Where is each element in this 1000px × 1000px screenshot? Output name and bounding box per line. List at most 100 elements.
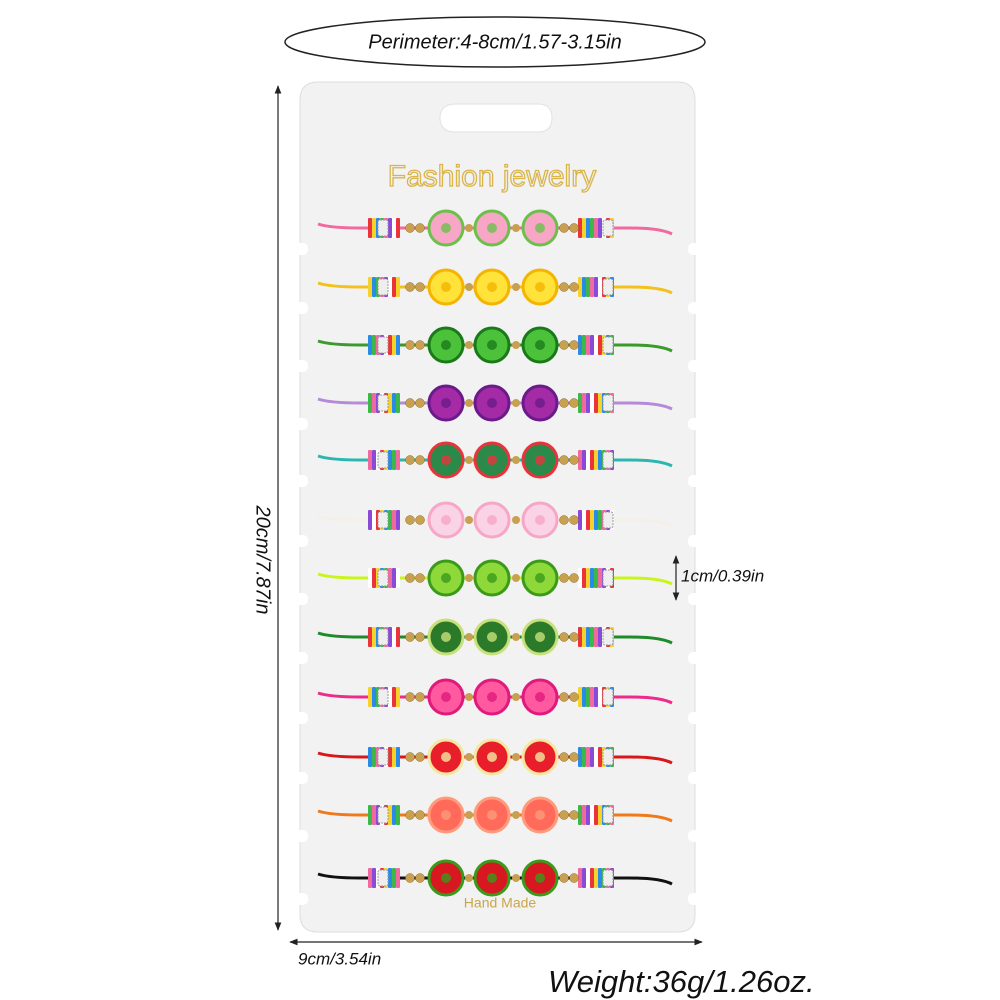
gold-bead — [559, 692, 569, 702]
footer-text: Hand Made — [464, 895, 537, 911]
gold-bead — [512, 574, 520, 582]
card-notch — [688, 593, 704, 605]
fruit-detail — [535, 573, 545, 583]
clay-bead — [392, 627, 396, 647]
card-notch — [688, 535, 704, 547]
clay-bead — [396, 747, 400, 767]
fruit-detail — [535, 752, 545, 762]
fruit-detail — [487, 573, 497, 583]
card-notch — [688, 475, 704, 487]
clay-bead — [578, 568, 582, 588]
card-notch — [292, 652, 308, 664]
brand: Fashion jewelry — [388, 160, 596, 193]
clay-bead — [582, 687, 586, 707]
card-notch — [292, 772, 308, 784]
rhinestone-ring — [377, 748, 389, 766]
rhinestone-ring — [602, 219, 614, 237]
clay-bead — [598, 627, 602, 647]
gold-bead — [415, 692, 425, 702]
width-label: 9cm/3.54in — [298, 949, 381, 968]
clay-bead — [578, 510, 582, 530]
gold-bead — [405, 692, 415, 702]
clay-bead — [368, 568, 372, 588]
clay-bead — [590, 805, 594, 825]
clay-bead — [578, 747, 582, 767]
fruit-detail — [535, 455, 545, 465]
clay-bead — [590, 393, 594, 413]
fruit-detail — [441, 632, 451, 642]
gold-bead — [465, 456, 473, 464]
rhinestone-ring — [602, 869, 614, 887]
gold-bead — [512, 874, 520, 882]
hang-hole — [439, 103, 553, 133]
clay-bead — [372, 218, 376, 238]
rhinestone-ring — [602, 628, 614, 646]
gold-bead — [405, 810, 415, 820]
clay-bead — [392, 868, 396, 888]
clay-bead — [388, 805, 392, 825]
gold-bead — [415, 810, 425, 820]
clay-bead — [590, 627, 594, 647]
gold-bead — [559, 515, 569, 525]
clay-bead — [582, 218, 586, 238]
clay-bead — [598, 450, 602, 470]
gold-bead — [465, 341, 473, 349]
gold-bead — [465, 224, 473, 232]
gold-bead — [415, 340, 425, 350]
clay-bead — [582, 277, 586, 297]
fruit-detail — [441, 223, 451, 233]
clay-bead — [590, 450, 594, 470]
card-notch — [292, 893, 308, 905]
gold-bead — [559, 340, 569, 350]
gold-bead — [465, 874, 473, 882]
gold-bead — [405, 873, 415, 883]
gold-bead — [415, 398, 425, 408]
card-notch — [292, 360, 308, 372]
gold-bead — [512, 224, 520, 232]
clay-bead — [392, 687, 396, 707]
clay-bead — [594, 805, 598, 825]
card-notch — [292, 593, 308, 605]
clay-bead — [372, 335, 376, 355]
clay-bead — [582, 450, 586, 470]
rhinestone-ring — [377, 511, 389, 529]
clay-bead — [396, 277, 400, 297]
clay-bead — [392, 805, 396, 825]
clay-bead — [582, 568, 586, 588]
card-notch — [688, 418, 704, 430]
rhinestone-ring — [602, 569, 614, 587]
rhinestone-ring — [377, 336, 389, 354]
clay-bead — [368, 335, 372, 355]
card-notch — [688, 360, 704, 372]
fruit-detail — [535, 810, 545, 820]
fruit-detail — [441, 340, 451, 350]
clay-bead — [392, 335, 396, 355]
gold-bead — [569, 573, 579, 583]
clay-bead — [582, 747, 586, 767]
gold-bead — [415, 282, 425, 292]
rhinestone-ring — [377, 569, 389, 587]
card-notch — [688, 712, 704, 724]
fruit-detail — [535, 282, 545, 292]
clay-bead — [590, 568, 594, 588]
clay-bead — [594, 568, 598, 588]
gold-bead — [465, 633, 473, 641]
gold-bead — [415, 455, 425, 465]
clay-bead — [388, 218, 392, 238]
gold-bead — [465, 283, 473, 291]
fruit-detail — [535, 223, 545, 233]
gold-bead — [569, 632, 579, 642]
fruit-detail — [535, 632, 545, 642]
gold-bead — [405, 573, 415, 583]
rhinestone-ring — [377, 869, 389, 887]
perimeter-ellipse — [284, 16, 706, 68]
clay-bead — [368, 510, 372, 530]
gold-bead — [559, 398, 569, 408]
clay-bead — [388, 568, 392, 588]
gold-bead — [569, 810, 579, 820]
rhinestone-ring — [377, 219, 389, 237]
card-notch — [292, 712, 308, 724]
gold-bead — [465, 693, 473, 701]
clay-bead — [586, 335, 590, 355]
clay-bead — [586, 568, 590, 588]
